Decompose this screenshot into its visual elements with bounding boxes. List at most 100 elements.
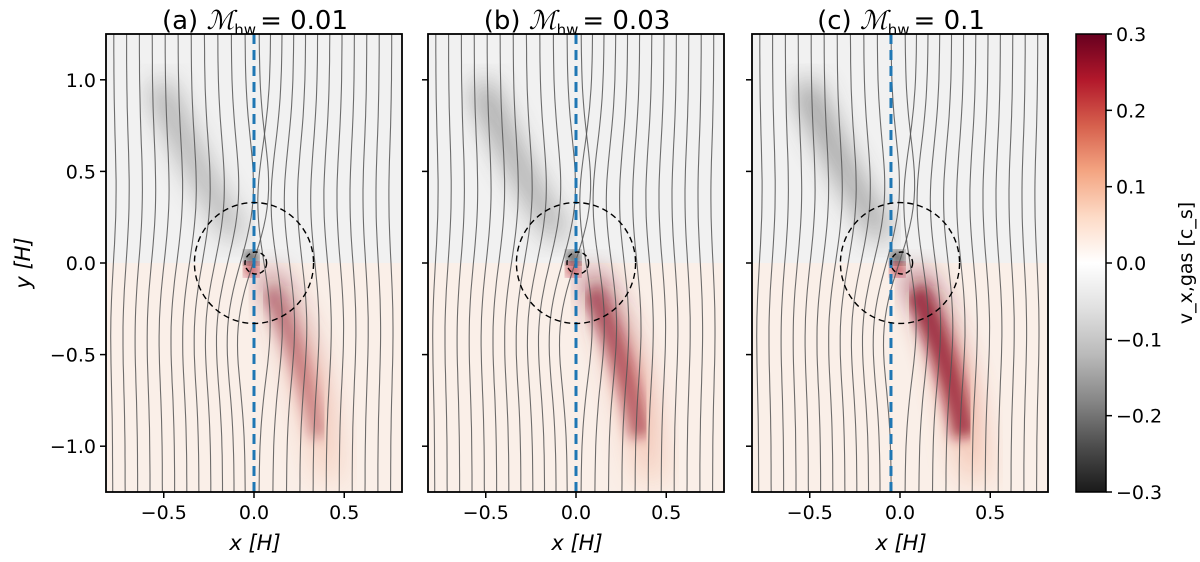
x-tick-label: 0.0 <box>239 502 269 524</box>
streamline <box>548 34 576 492</box>
streamline <box>982 34 991 492</box>
streamline <box>929 34 942 492</box>
streamline <box>684 34 691 492</box>
outer-circle <box>515 201 637 325</box>
streamline <box>804 34 816 492</box>
streamline <box>995 34 1003 492</box>
streamline <box>122 34 130 492</box>
streamline <box>504 34 519 492</box>
panel-a-streamlines <box>110 34 394 492</box>
streamline <box>226 34 254 492</box>
streamline <box>444 34 452 492</box>
streamline <box>645 34 654 492</box>
y-tick-label: 0.0 <box>66 253 96 275</box>
inner-circle <box>890 251 914 275</box>
streamline <box>110 34 117 492</box>
panel-b-overlays <box>515 34 637 492</box>
streamline <box>850 34 871 492</box>
negative-wake <box>149 79 245 242</box>
streamline <box>215 34 240 492</box>
streamline <box>780 34 789 492</box>
panel-b: (b) ℳhw = 0.03 −0.5 0.0 0.5 <box>422 6 725 524</box>
outer-circle <box>839 201 961 325</box>
streamline <box>768 34 776 492</box>
streamline <box>756 34 763 492</box>
panel-a-title: (a) ℳhw = 0.01 <box>162 6 348 39</box>
colorbar-tick-label: −0.1 <box>1116 329 1162 351</box>
core-negative <box>890 250 905 265</box>
streamline <box>697 34 704 492</box>
streamline <box>515 34 533 492</box>
colorbar-ticks: 0.3 0.2 0.1 0.0 −0.1 −0.2 −0.3 <box>1106 24 1162 504</box>
streamline <box>456 34 465 492</box>
streamline <box>432 34 439 492</box>
streamline <box>861 34 886 492</box>
colorbar: 0.3 0.2 0.1 0.0 −0.1 −0.2 −0.3 v_x,gas [c_s] <box>1075 24 1197 504</box>
streamline <box>526 34 547 492</box>
x-tick-label: 0.0 <box>561 502 591 524</box>
streamline <box>310 34 320 492</box>
streamline <box>283 34 296 492</box>
outer-circle <box>193 201 315 325</box>
streamline <box>872 34 900 492</box>
x-tick-label: 0.5 <box>651 502 681 524</box>
x-axis-label-c: x [H] <box>874 531 926 555</box>
streamline <box>537 34 562 492</box>
x-tick-label: 0.0 <box>885 502 915 524</box>
colorbar-tick-label: −0.3 <box>1116 482 1162 504</box>
colorbar-tick-label: 0.3 <box>1116 24 1146 46</box>
streamline <box>146 34 157 492</box>
panel-a-overlays <box>193 34 315 492</box>
panel-a: (a) ℳhw = 0.01 −0.5 0.0 0.5 1.0 0.5 0.0 −0.5 −1.… <box>50 6 403 524</box>
panel-c-streamlines <box>756 34 1040 492</box>
streamline <box>605 34 618 492</box>
inner-circle <box>244 251 268 275</box>
streamline <box>710 34 716 492</box>
colorbar-tick-label: 0.2 <box>1116 100 1146 122</box>
streamline <box>362 34 369 492</box>
streamline <box>323 34 332 492</box>
streamline <box>1008 34 1015 492</box>
x-tick-label: 0.5 <box>975 502 1005 524</box>
panel-c-axes: −0.5 0.0 0.5 <box>746 79 1005 524</box>
panel-b-axes: −0.5 0.0 0.5 <box>422 79 681 524</box>
streamline <box>916 34 929 492</box>
x-tick-label: −0.5 <box>463 502 509 524</box>
y-axis-label: y [H] <box>11 237 35 289</box>
streamline <box>882 34 916 492</box>
streamline <box>828 34 843 492</box>
panel-c-overlays <box>839 34 961 492</box>
panel-a-axes: −0.5 0.0 0.5 1.0 0.5 0.0 −0.5 −1.0 <box>50 70 359 524</box>
streamline <box>619 34 630 492</box>
streamline <box>170 34 184 492</box>
streamline <box>375 34 382 492</box>
streamline <box>270 34 283 492</box>
streamline <box>579 34 594 492</box>
streamline <box>1021 34 1028 492</box>
colorbar-tick-label: 0.0 <box>1116 253 1146 275</box>
y-tick-label: −0.5 <box>50 345 96 367</box>
panel-b-streamlines <box>432 34 716 492</box>
y-tick-label: 0.5 <box>66 161 96 183</box>
streamline <box>204 34 225 492</box>
streamline <box>839 34 857 492</box>
streamline <box>816 34 830 492</box>
streamline <box>182 34 197 492</box>
negative-wake <box>471 79 567 242</box>
panel-b-title: (b) ℳhw = 0.03 <box>484 6 671 39</box>
streamline <box>388 34 394 492</box>
streamline <box>1034 34 1040 492</box>
streamline <box>468 34 479 492</box>
streamline <box>658 34 667 492</box>
streamline <box>134 34 143 492</box>
inner-circle <box>566 251 590 275</box>
streamline <box>349 34 357 492</box>
streamline <box>792 34 803 492</box>
colorbar-label: v_x,gas [c_s] <box>1175 202 1197 324</box>
colorbar-tick-label: −0.2 <box>1116 406 1162 428</box>
streamline <box>592 34 605 492</box>
panel-c: (c) ℳhw = 0.1 −0.5 0.0 0.5 <box>746 6 1049 524</box>
colorbar-bar <box>1075 33 1107 493</box>
x-tick-label: −0.5 <box>787 502 833 524</box>
